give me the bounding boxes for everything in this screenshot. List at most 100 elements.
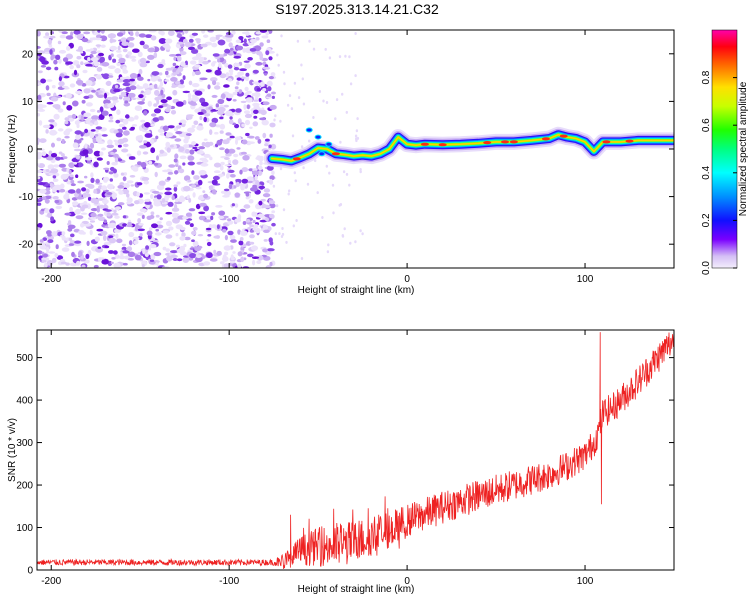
noise-speck (108, 237, 117, 244)
noise-speck (46, 101, 54, 105)
noise-speck (123, 182, 130, 189)
noise-speck (224, 157, 230, 160)
noise-speck (78, 230, 85, 235)
noise-speck (283, 82, 286, 86)
noise-speck (165, 234, 173, 239)
noise-speck (118, 190, 124, 195)
noise-speck (97, 216, 106, 221)
noise-speck (243, 104, 247, 110)
noise-speck (73, 30, 81, 35)
noise-speck (102, 73, 110, 80)
noise-speck (266, 80, 273, 87)
noise-speck (61, 153, 65, 157)
noise-speck (227, 64, 233, 69)
noise-speck (84, 157, 93, 161)
colorbar-tick-label: 0.0 (701, 261, 712, 275)
noise-speck (121, 243, 127, 247)
noise-speck (234, 136, 242, 141)
noise-speck (162, 246, 167, 251)
noise-speck (122, 126, 127, 130)
noise-speck (297, 96, 301, 100)
noise-speck (219, 147, 225, 151)
noise-speck (150, 35, 157, 41)
noise-speck (243, 60, 250, 63)
noise-speck (255, 227, 261, 234)
noise-speck (246, 135, 255, 139)
noise-speck (53, 164, 60, 168)
noise-speck (137, 228, 145, 232)
noise-speck (274, 232, 277, 236)
noise-speck (184, 42, 192, 48)
noise-speck (211, 212, 216, 216)
noise-speck (120, 251, 124, 258)
noise-speck (148, 244, 157, 249)
noise-speck (269, 104, 277, 110)
noise-speck (77, 180, 84, 184)
noise-speck (212, 80, 217, 86)
noise-speck (127, 258, 134, 261)
noise-speck (300, 257, 304, 260)
noise-speck (149, 214, 155, 219)
noise-speck (103, 176, 110, 182)
noise-speck (218, 215, 225, 219)
noise-speck (109, 166, 115, 172)
noise-speck (191, 83, 200, 88)
noise-speck (175, 244, 181, 248)
noise-speck (164, 194, 173, 198)
noise-speck (179, 51, 187, 56)
noise-speck (300, 145, 304, 149)
noise-speck (237, 71, 245, 76)
noise-speck (97, 246, 102, 249)
noise-speck (176, 181, 181, 185)
noise-speck (359, 168, 362, 171)
noise-speck (133, 240, 139, 245)
noise-speck (90, 212, 97, 218)
noise-speck (241, 123, 246, 128)
noise-speck (248, 168, 254, 172)
noise-speck (81, 264, 86, 268)
noise-speck (99, 151, 104, 156)
noise-speck (46, 246, 50, 253)
noise-speck (236, 45, 243, 51)
noise-speck (244, 113, 253, 119)
noise-speck (256, 260, 262, 265)
noise-speck (126, 246, 133, 252)
noise-speck (122, 69, 129, 74)
noise-speck (175, 80, 181, 85)
noise-speck (176, 258, 183, 262)
noise-speck (259, 117, 266, 121)
noise-speck (37, 176, 41, 180)
noise-speck (93, 60, 100, 67)
noise-speck (37, 163, 40, 166)
noise-speck (94, 236, 100, 242)
noise-speck (334, 117, 337, 121)
noise-speck (203, 116, 207, 123)
noise-speck (220, 93, 226, 99)
noise-speck (76, 33, 84, 40)
noise-speck (216, 139, 223, 146)
noise-speck (215, 124, 222, 128)
noise-speck (47, 212, 53, 218)
noise-speck (344, 54, 347, 58)
x-tick-label: -200 (41, 576, 61, 587)
noise-speck (219, 130, 224, 134)
noise-speck (258, 200, 263, 206)
snr-panel: -200 -100 0 100 0 100 200 300 400 500 Height of … (7, 329, 675, 595)
noise-speck (256, 155, 261, 160)
snr-y-ticks: 0 100 200 300 400 500 (16, 353, 674, 577)
noise-speck (100, 30, 105, 34)
noise-speck (193, 175, 200, 180)
noise-speck (55, 205, 63, 210)
noise-speck (37, 222, 43, 229)
noise-speck (97, 257, 103, 262)
noise-speck (45, 66, 52, 71)
noise-speck (237, 251, 243, 257)
noise-speck (80, 212, 88, 215)
noise-speck (173, 56, 177, 61)
noise-speck (281, 227, 284, 230)
noise-speck (224, 148, 230, 154)
noise-speck (86, 160, 92, 164)
noise-speck (86, 203, 91, 210)
noise-speck (82, 149, 89, 156)
noise-speck (67, 189, 76, 194)
